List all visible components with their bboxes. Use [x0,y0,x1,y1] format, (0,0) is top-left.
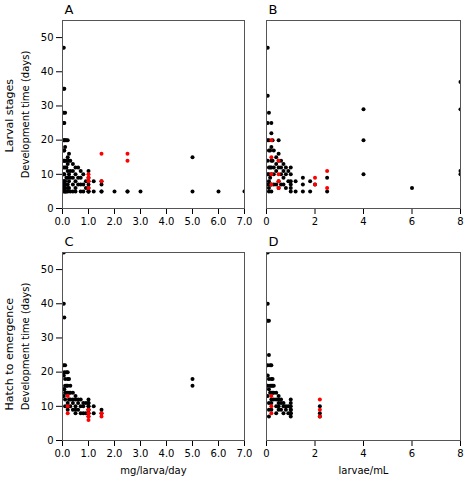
svg-text:2: 2 [312,216,318,227]
svg-text:20: 20 [41,366,54,377]
svg-text:0.0: 0.0 [55,448,71,459]
html-text:Larval stages: Larval stages [2,79,16,153]
svg-text:6.0: 6.0 [211,216,227,227]
svg-text:50: 50 [41,264,54,275]
svg-text:C: C [65,234,74,249]
svg-text:30: 30 [41,332,54,343]
svg-text:7.0: 7.0 [237,216,253,227]
svg-text:4.0: 4.0 [159,216,175,227]
svg-text:0: 0 [263,216,269,227]
svg-text:0.0: 0.0 [55,216,71,227]
svg-text:10: 10 [41,401,54,412]
svg-text:A: A [65,2,74,17]
svg-text:B: B [269,2,278,17]
svg-text:4.0: 4.0 [159,448,175,459]
svg-text:5.0: 5.0 [185,216,201,227]
svg-text:6: 6 [409,448,415,459]
svg-text:30: 30 [41,100,54,111]
svg-text:larvae/mL: larvae/mL [339,465,389,476]
html-text:Hatch to emergence: Hatch to emergence [2,297,16,411]
svg-text:3.0: 3.0 [133,216,149,227]
svg-text:5.0: 5.0 [185,448,201,459]
svg-text:10: 10 [41,169,54,180]
svg-text:8: 8 [457,216,463,227]
svg-text:50: 50 [41,32,54,43]
svg-text:8: 8 [457,448,463,459]
svg-text:Development time (days): Development time (days) [20,283,31,411]
svg-text:mg/larva/day: mg/larva/day [120,465,186,476]
svg-text:4: 4 [360,448,366,459]
svg-text:0: 0 [263,448,269,459]
svg-text:1.0: 1.0 [81,448,97,459]
svg-text:7.0: 7.0 [237,448,253,459]
svg-text:40: 40 [41,298,54,309]
svg-text:40: 40 [41,66,54,77]
svg-text:20: 20 [41,134,54,145]
svg-text:0: 0 [47,435,53,446]
svg-text:1.0: 1.0 [81,216,97,227]
svg-text:D: D [269,234,279,249]
svg-text:4: 4 [360,216,366,227]
svg-text:2: 2 [312,448,318,459]
svg-text:Development time (days): Development time (days) [20,51,31,179]
svg-text:2.0: 2.0 [107,448,123,459]
svg-text:6: 6 [409,216,415,227]
svg-text:3.0: 3.0 [133,448,149,459]
svg-text:2.0: 2.0 [107,216,123,227]
svg-text:0: 0 [47,203,53,214]
svg-text:6.0: 6.0 [211,448,227,459]
